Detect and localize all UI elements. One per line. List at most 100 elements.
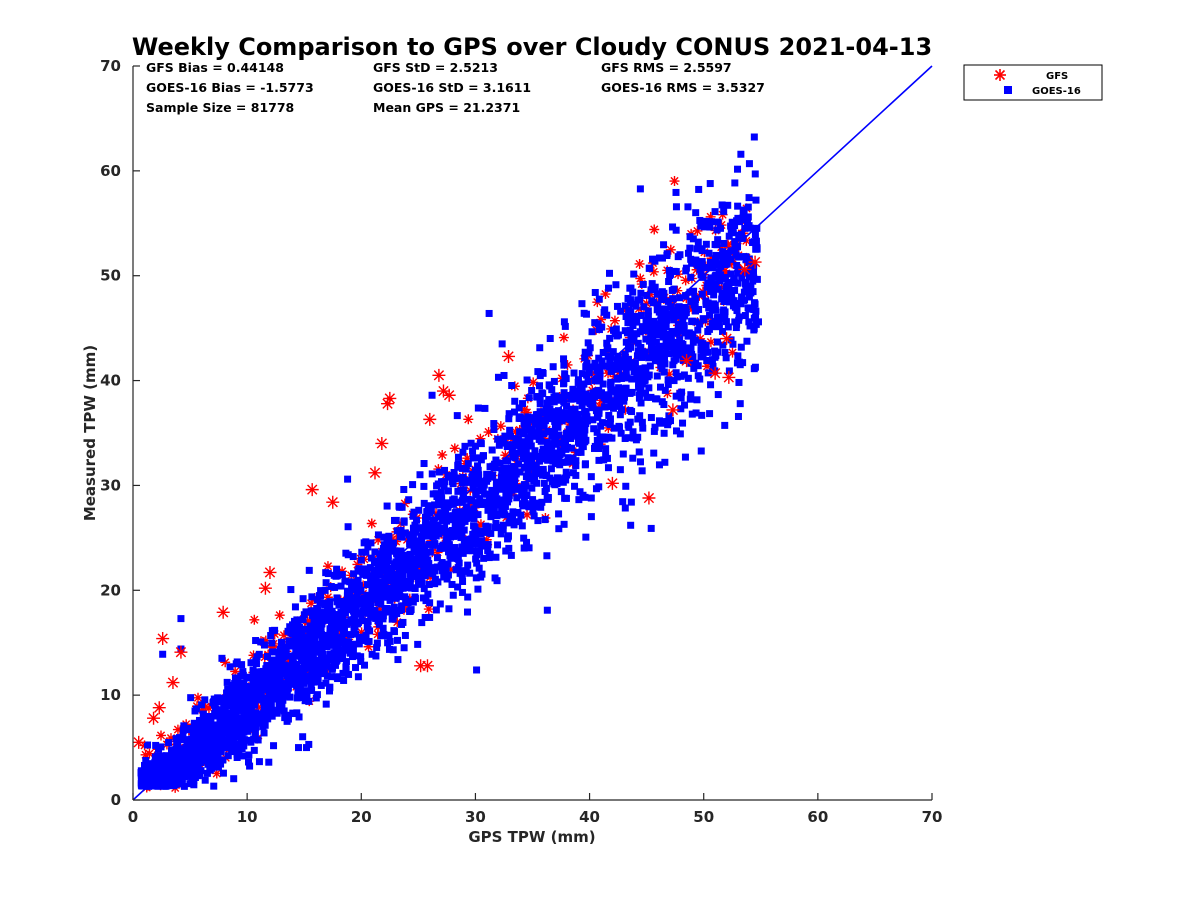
goes16-point — [154, 777, 162, 785]
goes16-point — [709, 260, 717, 268]
goes16-point — [657, 325, 665, 333]
stat-goes16-std: GOES-16 StD = 3.1611 — [373, 80, 531, 95]
goes16-point — [692, 359, 700, 367]
goes16-point — [318, 634, 326, 642]
goes16-point — [389, 541, 397, 549]
goes16-point — [464, 460, 472, 468]
goes16-point — [204, 756, 212, 764]
goes16-point — [236, 742, 244, 750]
goes16-point — [236, 681, 244, 689]
goes16-point — [229, 693, 237, 701]
goes16-point — [713, 241, 721, 249]
goes16-point — [524, 416, 532, 424]
stat-gfs-rms: GFS RMS = 2.5597 — [601, 60, 732, 75]
gfs-point — [705, 211, 716, 222]
goes16-outlier — [688, 410, 696, 418]
goes16-point — [298, 630, 306, 638]
goes16-point — [401, 529, 409, 537]
goes16-point — [724, 253, 732, 261]
goes16-point — [563, 402, 571, 410]
goes16-point — [308, 593, 316, 601]
goes16-point — [556, 461, 564, 469]
goes16-point — [734, 412, 742, 420]
goes16-point — [560, 318, 568, 326]
goes16-point — [379, 544, 387, 552]
gfs-point — [702, 361, 712, 372]
goes16-point — [384, 573, 392, 581]
goes16-point — [583, 417, 591, 425]
goes16-point — [714, 218, 722, 226]
goes16-point — [443, 517, 451, 525]
gfs-outlier — [383, 391, 397, 405]
goes16-point — [364, 617, 372, 625]
goes16-point — [339, 648, 347, 656]
goes16-point — [594, 413, 602, 421]
goes16-point — [320, 654, 328, 662]
goes16-point — [300, 672, 308, 680]
goes16-point — [376, 561, 384, 569]
goes16-point — [398, 562, 406, 570]
goes16-point — [323, 662, 331, 670]
goes16-point — [294, 670, 302, 678]
goes16-point — [690, 364, 698, 372]
y-axis-label: Measured TPW (mm) — [81, 345, 99, 521]
goes16-point — [303, 692, 311, 700]
goes16-point — [626, 284, 634, 292]
goes16-point — [188, 753, 196, 761]
goes16-point — [492, 501, 500, 509]
goes16-point — [698, 290, 706, 298]
legend-marker-gfs — [994, 69, 1006, 81]
goes16-point — [690, 300, 698, 308]
goes16-point — [591, 377, 599, 385]
outlier-points — [133, 218, 763, 752]
goes16-point — [491, 524, 499, 532]
goes16-point — [185, 749, 193, 757]
goes16-point — [376, 550, 384, 558]
goes16-point — [462, 515, 470, 523]
goes16-point — [707, 275, 715, 283]
goes16-point — [468, 547, 476, 555]
goes16-point — [674, 327, 682, 335]
goes16-point — [421, 613, 429, 621]
goes16-point — [739, 359, 747, 367]
goes16-point — [451, 475, 459, 483]
goes16-point — [384, 639, 392, 647]
goes16-point — [449, 591, 457, 599]
gfs-outlier — [432, 368, 446, 382]
goes16-point — [560, 520, 568, 528]
goes16-point — [380, 533, 388, 541]
goes16-point — [530, 477, 538, 485]
goes16-point — [495, 478, 503, 486]
goes16-point — [353, 585, 361, 593]
goes16-point — [565, 410, 573, 418]
goes16-point — [636, 458, 644, 466]
goes16-point — [742, 269, 750, 277]
goes16-point — [364, 543, 372, 551]
gfs-point — [322, 561, 333, 572]
goes16-point — [458, 479, 466, 487]
goes16-point — [162, 763, 170, 771]
x-tick-label: 20 — [351, 808, 372, 826]
gfs-point — [374, 604, 385, 615]
goes16-point — [745, 318, 753, 326]
goes16-point — [645, 354, 653, 362]
goes16-point — [500, 508, 508, 516]
goes16-point — [744, 304, 752, 312]
gfs-point — [635, 273, 646, 284]
gfs-point — [363, 641, 374, 652]
goes16-point — [337, 582, 345, 590]
legend-label-gfs: GFS — [1046, 71, 1068, 82]
goes16-point — [474, 547, 482, 555]
goes16-point — [232, 725, 240, 733]
goes16-point — [331, 627, 339, 635]
goes16-point — [742, 285, 750, 293]
goes16-point — [712, 251, 720, 259]
goes16-point — [397, 526, 405, 534]
goes16-point — [296, 685, 304, 693]
goes16-point — [605, 284, 613, 292]
goes16-point — [548, 442, 556, 450]
goes16-point — [721, 421, 729, 429]
goes16-point — [460, 526, 468, 534]
goes16-point — [249, 696, 257, 704]
goes16-point — [358, 548, 366, 556]
